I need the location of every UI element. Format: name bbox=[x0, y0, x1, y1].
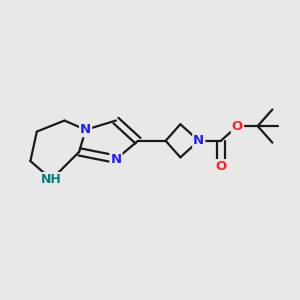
Text: N: N bbox=[110, 153, 122, 166]
Text: O: O bbox=[232, 120, 243, 133]
Text: N: N bbox=[80, 123, 91, 136]
Text: NH: NH bbox=[41, 173, 62, 186]
Text: N: N bbox=[193, 134, 204, 147]
Text: O: O bbox=[215, 160, 226, 173]
